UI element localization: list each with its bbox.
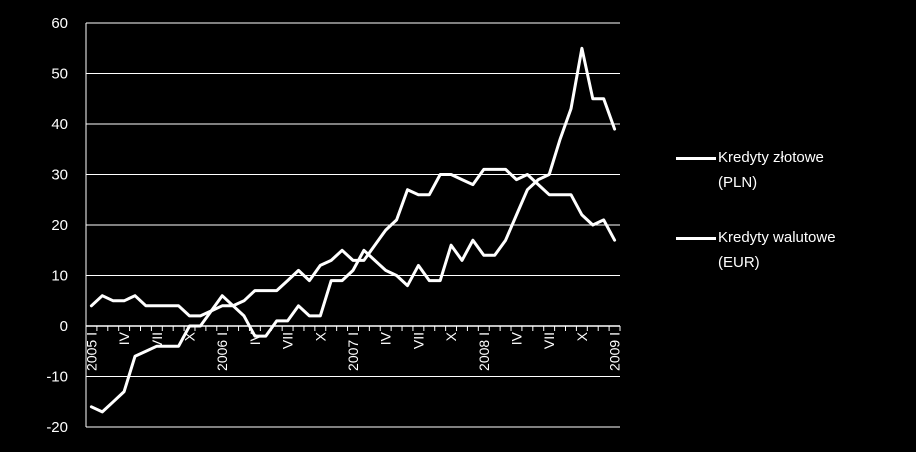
x-tick-label: IV bbox=[508, 331, 524, 345]
x-tick-label: X bbox=[574, 331, 590, 341]
axes bbox=[85, 23, 621, 427]
x-tick-label: 2006 I bbox=[214, 332, 230, 371]
legend: Kredyty złotowe (PLN) Kredyty walutowe (… bbox=[676, 145, 906, 305]
x-tick-label: 2005 I bbox=[83, 332, 99, 371]
x-tick-label: X bbox=[182, 331, 198, 341]
x-tick-label: VII bbox=[280, 332, 296, 349]
x-tick-label: 2007 I bbox=[345, 332, 361, 371]
series-line-pln bbox=[89, 46, 617, 414]
legend-label-pln: Kredyty złotowe (PLN) bbox=[718, 149, 824, 191]
y-tick-label: 10 bbox=[51, 268, 68, 285]
y-tick-label: 50 bbox=[51, 66, 68, 83]
x-tick-label: X bbox=[312, 331, 328, 341]
y-tick-label: 0 bbox=[60, 318, 68, 335]
series-line-eur bbox=[89, 167, 617, 318]
x-tick-label: VII bbox=[410, 332, 426, 349]
x-tick-label: X bbox=[443, 331, 459, 341]
x-tick-label: IV bbox=[378, 331, 394, 345]
y-tick-label: -10 bbox=[46, 369, 68, 386]
legend-swatch-pln bbox=[676, 157, 716, 160]
x-tick-label: 2008 I bbox=[476, 332, 492, 371]
y-tick-label: 60 bbox=[51, 15, 68, 32]
x-tick-label: IV bbox=[116, 331, 132, 345]
legend-swatch-eur bbox=[676, 237, 716, 240]
series-lines bbox=[89, 46, 617, 414]
x-tick-label: 2009 I bbox=[607, 332, 623, 371]
legend-item-pln: Kredyty złotowe (PLN) bbox=[676, 145, 906, 225]
y-axis-ticks: 60 50 40 30 20 10 0 -10 -20 bbox=[46, 15, 68, 436]
y-tick-label: 30 bbox=[51, 167, 68, 184]
legend-item-eur: Kredyty walutowe (EUR) bbox=[676, 225, 906, 305]
legend-label-eur: Kredyty walutowe (EUR) bbox=[718, 229, 836, 271]
y-tick-label: 20 bbox=[51, 217, 68, 234]
x-tick-label: VII bbox=[541, 332, 557, 349]
y-tick-label: 40 bbox=[51, 116, 68, 133]
x-axis-ticks: 2005 I IV VII X 2006 I IV VII X 2007 I IV VII X 2008… bbox=[83, 331, 622, 371]
y-tick-label: -20 bbox=[46, 419, 68, 436]
